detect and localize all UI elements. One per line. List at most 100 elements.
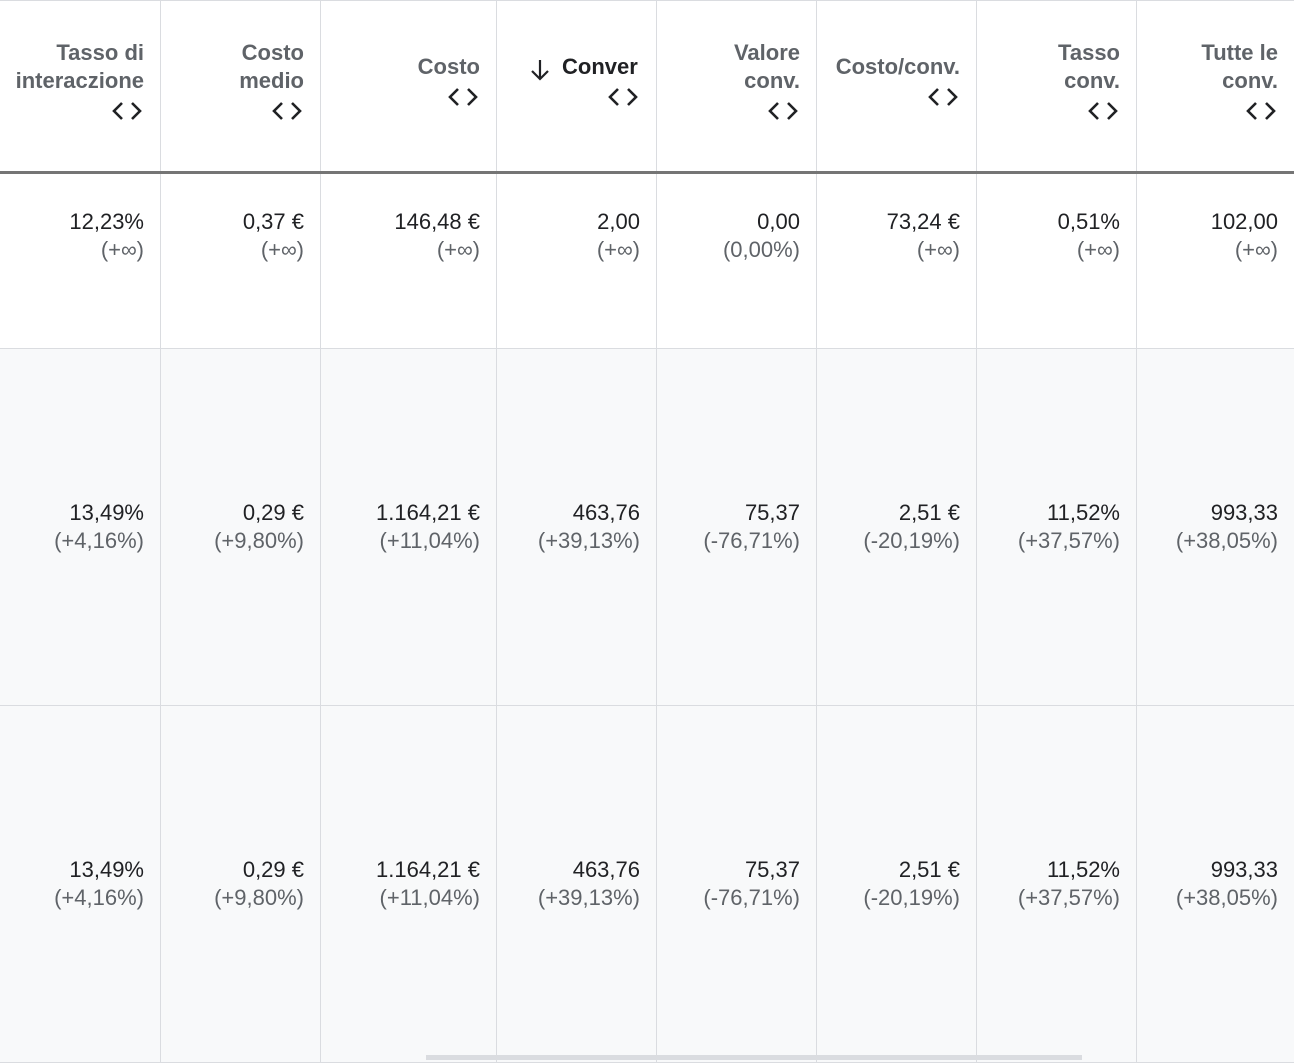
expand-columns-icon[interactable] — [446, 85, 480, 111]
cell-change: (+4,16%) — [54, 528, 144, 553]
cell-change: (0,00%) — [722, 237, 800, 262]
column-header-label: Tasso di interaczione — [15, 40, 144, 93]
table-cell: 146,48 € (+∞) — [321, 174, 497, 348]
table-cell: 463,76 (+39,13%) — [497, 349, 657, 705]
cell-value: 102,00 — [1210, 209, 1278, 234]
table-cell: 0,00 (0,00%) — [657, 174, 817, 348]
cell-change: (+11,04%) — [379, 885, 480, 910]
cell-value: 75,37 — [744, 500, 800, 525]
table-row: 12,23% (+∞) 0,37 € (+∞) 146,48 € (+∞) 2,00 (… — [0, 174, 1294, 349]
table-row: 13,49% (+4,16%) 0,29 € (+9,80%) 1.164,21 €… — [0, 349, 1294, 706]
table-cell: 75,37 (-76,71%) — [657, 706, 817, 1062]
column-header-all-conv[interactable]: Tutte le conv. — [1137, 1, 1294, 171]
cell-value: 11,52% — [1047, 500, 1120, 525]
table-cell: 993,33 (+38,05%) — [1137, 349, 1294, 705]
cell-value: 2,51 € — [898, 857, 960, 882]
cell-change: (+38,05%) — [1175, 885, 1278, 910]
table-cell: 0,51% (+∞) — [977, 174, 1137, 348]
column-header-label: Costo medio — [239, 40, 304, 93]
column-header-conversions[interactable]: Conver — [497, 1, 657, 171]
cell-value: 11,52% — [1047, 857, 1120, 882]
cell-change: (+∞) — [916, 237, 960, 262]
table-cell: 2,00 (+∞) — [497, 174, 657, 348]
cell-value: 993,33 — [1210, 500, 1278, 525]
table-cell: 0,37 € (+∞) — [161, 174, 321, 348]
expand-columns-icon[interactable] — [110, 99, 144, 125]
cell-change: (+∞) — [596, 237, 640, 262]
table-cell: 1.164,21 € (+11,04%) — [321, 706, 497, 1062]
cell-change: (+37,57%) — [1017, 528, 1120, 553]
cell-change: (+∞) — [436, 237, 480, 262]
table-cell: 102,00 (+∞) — [1137, 174, 1294, 348]
column-header-label: Valore conv. — [733, 40, 800, 93]
cell-change: (+38,05%) — [1175, 528, 1278, 553]
cell-change: (+39,13%) — [537, 885, 640, 910]
column-header-label: Tasso conv. — [1058, 40, 1120, 93]
table-cell: 11,52% (+37,57%) — [977, 349, 1137, 705]
cell-value: 463,76 — [572, 500, 640, 525]
expand-columns-icon[interactable] — [606, 85, 640, 111]
cell-change: (-76,71%) — [703, 885, 800, 910]
cell-change: (+∞) — [260, 237, 304, 262]
cell-value: 0,37 € — [242, 209, 304, 234]
cell-change: (+11,04%) — [379, 528, 480, 553]
column-header-avg-cost[interactable]: Costo medio — [161, 1, 321, 171]
cell-value: 0,00 — [757, 209, 800, 234]
expand-columns-icon[interactable] — [926, 85, 960, 111]
cell-value: 13,49% — [69, 857, 144, 882]
table-cell: 13,49% (+4,16%) — [0, 706, 161, 1062]
cell-change: (+4,16%) — [54, 885, 144, 910]
cell-change: (-20,19%) — [863, 885, 960, 910]
cell-change: (+39,13%) — [537, 528, 640, 553]
table-cell: 2,51 € (-20,19%) — [817, 706, 977, 1062]
table-cell: 1.164,21 € (+11,04%) — [321, 349, 497, 705]
column-header-interaction-rate[interactable]: Tasso di interaczione — [0, 1, 161, 171]
expand-columns-icon[interactable] — [1086, 99, 1120, 125]
cell-change: (+37,57%) — [1017, 885, 1120, 910]
expand-columns-icon[interactable] — [766, 99, 800, 125]
cell-change: (-20,19%) — [863, 528, 960, 553]
column-header-conv-value[interactable]: Valore conv. — [657, 1, 817, 171]
table-cell: 463,76 (+39,13%) — [497, 706, 657, 1062]
cell-value: 463,76 — [572, 857, 640, 882]
cell-change: (+∞) — [1234, 237, 1278, 262]
cell-value: 146,48 € — [394, 209, 480, 234]
cell-value: 12,23% — [69, 209, 144, 234]
table-cell: 2,51 € (-20,19%) — [817, 349, 977, 705]
table-cell: 12,23% (+∞) — [0, 174, 161, 348]
horizontal-scrollbar[interactable] — [426, 1055, 1082, 1060]
table-cell: 0,29 € (+9,80%) — [161, 349, 321, 705]
cell-value: 2,51 € — [898, 500, 960, 525]
cell-value: 75,37 — [744, 857, 800, 882]
column-header-label: Costo — [417, 54, 480, 79]
table-row: 13,49% (+4,16%) 0,29 € (+9,80%) 1.164,21 €… — [0, 706, 1294, 1063]
cell-value: 73,24 € — [886, 209, 960, 234]
column-header-cost[interactable]: Costo — [321, 1, 497, 171]
column-header-cost-per-conv[interactable]: Costo/conv. — [817, 1, 977, 171]
column-header-conv-rate[interactable]: Tasso conv. — [977, 1, 1137, 171]
cell-value: 2,00 — [597, 209, 640, 234]
cell-change: (+∞) — [1076, 237, 1120, 262]
cell-change: (+9,80%) — [214, 885, 304, 910]
cell-change: (+∞) — [100, 237, 144, 262]
table-header-row: Tasso di interaczione Costo medio Costo … — [0, 0, 1294, 174]
cell-value: 1.164,21 € — [376, 500, 480, 525]
cell-value: 0,51% — [1057, 209, 1120, 234]
expand-columns-icon[interactable] — [270, 99, 304, 125]
cell-value: 0,29 € — [242, 857, 304, 882]
table-cell: 11,52% (+37,57%) — [977, 706, 1137, 1062]
cell-value: 1.164,21 € — [376, 857, 480, 882]
cell-change: (+9,80%) — [214, 528, 304, 553]
table-cell: 13,49% (+4,16%) — [0, 349, 161, 705]
table-cell: 993,33 (+38,05%) — [1137, 706, 1294, 1062]
cell-value: 13,49% — [69, 500, 144, 525]
sort-descending-arrow-icon — [527, 57, 553, 83]
column-header-label: Conver — [562, 54, 638, 79]
column-header-label: Tutte le conv. — [1201, 40, 1278, 93]
column-header-label: Costo/conv. — [835, 54, 960, 79]
expand-columns-icon[interactable] — [1244, 99, 1278, 125]
table-cell: 0,29 € (+9,80%) — [161, 706, 321, 1062]
table-cell: 73,24 € (+∞) — [817, 174, 977, 348]
cell-value: 0,29 € — [242, 500, 304, 525]
